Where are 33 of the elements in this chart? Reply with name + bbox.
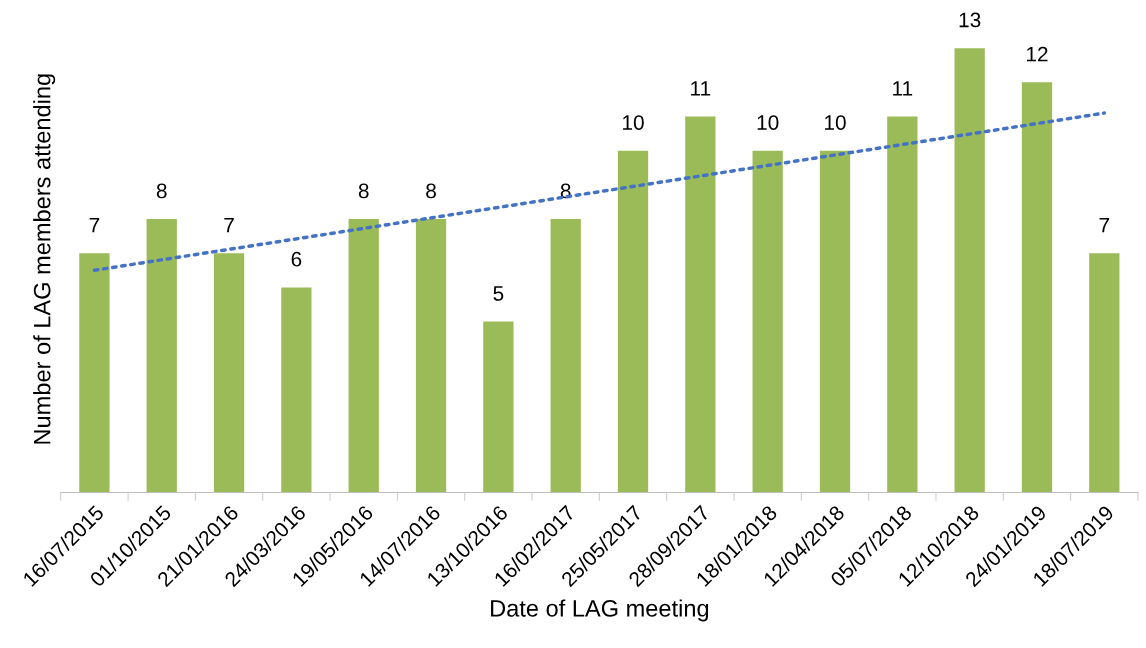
bar: [887, 116, 918, 493]
bar: [550, 219, 581, 493]
data-label: 10: [623, 115, 644, 130]
bar: [617, 150, 649, 493]
bar: [685, 116, 716, 493]
data-label: 7: [1099, 217, 1110, 233]
data-label: 5: [493, 286, 504, 301]
data-label: 7: [224, 217, 234, 233]
data-label: 10: [757, 115, 779, 130]
bar: [1021, 82, 1053, 493]
bar: [819, 150, 851, 493]
bar: [348, 219, 379, 493]
bar: [752, 150, 783, 493]
bar: [415, 219, 447, 493]
bar: [213, 253, 245, 493]
y-axis-title: Number of LAG members attending: [33, 74, 56, 444]
bar: [79, 253, 110, 493]
data-label: 13: [959, 12, 981, 28]
x-axis-title: Date of LAG meeting: [491, 599, 709, 622]
bar: [1089, 253, 1120, 493]
data-label: 8: [156, 183, 167, 199]
bar: [954, 48, 985, 493]
bar: [281, 287, 312, 493]
data-label: 12: [1026, 46, 1048, 62]
data-label: 7: [89, 217, 100, 233]
bar: [146, 219, 177, 493]
data-label: 11: [893, 81, 913, 96]
bar: [483, 321, 514, 493]
data-label: 8: [426, 183, 436, 199]
data-label: 11: [691, 81, 711, 96]
data-label: 6: [291, 251, 302, 267]
data-label: 8: [358, 183, 369, 199]
data-label: 10: [825, 115, 846, 130]
